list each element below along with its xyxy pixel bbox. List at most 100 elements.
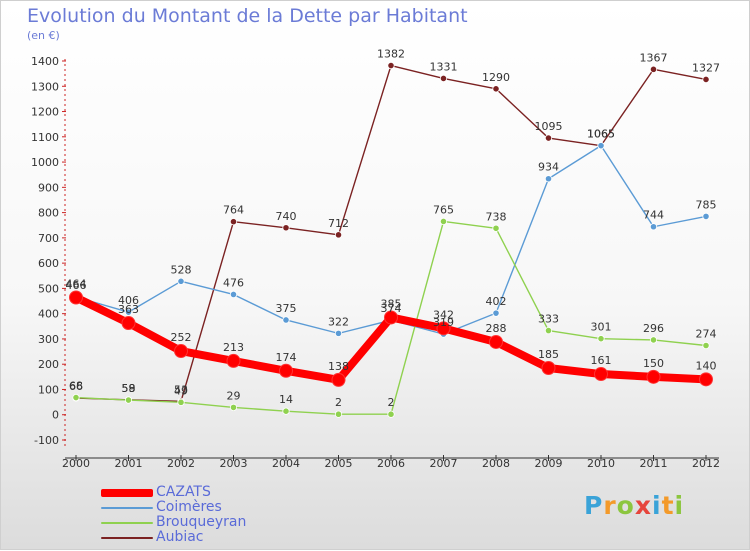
- data-label: 375: [276, 302, 297, 315]
- legend-swatch: [101, 506, 153, 509]
- legend-label: CAZATS: [156, 484, 211, 500]
- data-point: [121, 316, 136, 331]
- data-point: [492, 224, 500, 232]
- data-point: [649, 65, 658, 73]
- data-point: [594, 367, 608, 382]
- data-label: 174: [276, 351, 297, 364]
- logo-letter: i: [674, 491, 685, 520]
- data-point: [124, 308, 133, 316]
- legend-item: Brouqueyran: [101, 515, 246, 530]
- data-label: 140: [696, 359, 717, 372]
- data-label: 138: [328, 360, 349, 373]
- data-point: [334, 231, 343, 239]
- x-tick-label: 2005: [325, 457, 353, 470]
- x-tick-label: 2010: [587, 457, 615, 470]
- y-tick-label: 300: [38, 333, 59, 346]
- data-label: 1331: [430, 60, 458, 73]
- data-label: 363: [118, 303, 139, 316]
- y-tick-label: 1000: [31, 156, 59, 169]
- data-label: 49: [174, 384, 188, 397]
- logo-letter: o: [616, 491, 635, 520]
- chart-subtitle: (en €): [27, 29, 60, 42]
- y-tick-label: 500: [38, 282, 59, 295]
- data-label: 59: [122, 382, 136, 395]
- data-label: 252: [171, 331, 192, 344]
- data-point: [279, 363, 293, 378]
- logo-letter: x: [634, 491, 652, 520]
- x-tick-label: 2004: [272, 457, 300, 470]
- data-label: 1367: [640, 51, 668, 64]
- data-point: [646, 369, 661, 384]
- data-label: 319: [433, 316, 454, 329]
- data-label: 58: [122, 382, 136, 395]
- legend-label: Aubiac: [156, 529, 204, 545]
- data-label: 2: [388, 396, 395, 409]
- data-point: [702, 75, 710, 84]
- data-label: 1095: [535, 120, 563, 133]
- data-label: 464: [66, 277, 87, 290]
- data-point: [544, 134, 553, 142]
- data-label: 301: [591, 321, 612, 334]
- legend-swatch: [101, 521, 153, 524]
- data-label: 402: [486, 295, 507, 308]
- data-point: [489, 334, 503, 349]
- y-tick-label: 0: [52, 409, 59, 422]
- series-layer: [69, 61, 713, 418]
- data-label: 2: [335, 396, 342, 409]
- data-point: [229, 403, 238, 412]
- data-point: [492, 85, 500, 93]
- data-label: 764: [223, 204, 244, 217]
- data-label: 333: [538, 313, 559, 326]
- chart-legend: CAZATS Coimères Brouqueyran Aubiac: [101, 485, 246, 545]
- legend-item: CAZATS: [101, 485, 246, 500]
- x-tick-label: 2011: [640, 457, 668, 470]
- data-point: [334, 329, 343, 337]
- data-point: [331, 372, 346, 387]
- legend-item: Coimères: [101, 500, 246, 515]
- data-label: 161: [591, 354, 612, 367]
- data-label: 374: [381, 302, 402, 315]
- data-label: 934: [538, 161, 559, 174]
- axis-layer: -100 0 100 200 300 400 500 600 700 800 900 1000 1100…: [31, 55, 720, 470]
- y-tick-label: 800: [38, 207, 59, 220]
- logo-letter: i: [652, 491, 662, 520]
- data-point: [544, 326, 553, 335]
- y-tick-label: 1100: [31, 131, 59, 144]
- y-tick-label: 100: [38, 383, 59, 396]
- data-point: [229, 218, 238, 226]
- y-tick-label: 600: [38, 257, 59, 270]
- data-label: 406: [118, 294, 139, 307]
- data-point: [226, 353, 241, 368]
- data-point: [436, 321, 451, 336]
- data-point: [282, 224, 290, 232]
- legend-item: Aubiac: [101, 530, 246, 545]
- data-label: 1065: [587, 128, 615, 141]
- data-label: 53: [174, 383, 188, 396]
- data-point: [177, 277, 185, 285]
- data-point: [439, 74, 448, 83]
- y-tick-label: 400: [38, 308, 59, 321]
- y-tick-label: 1300: [31, 80, 59, 93]
- data-label: 740: [276, 210, 297, 223]
- data-point: [124, 396, 133, 404]
- data-point: [702, 212, 710, 220]
- data-label: 288: [486, 322, 507, 335]
- data-point: [282, 407, 290, 415]
- data-point: [229, 290, 238, 299]
- data-label: 322: [328, 315, 349, 328]
- y-tick-label: -100: [34, 434, 59, 447]
- data-label: 1382: [377, 48, 405, 61]
- data-label: 29: [227, 389, 241, 402]
- data-label: 738: [486, 210, 507, 223]
- data-label: 342: [433, 308, 454, 321]
- data-label: 1327: [692, 61, 720, 74]
- data-label: 466: [66, 279, 87, 292]
- data-point: [649, 336, 658, 344]
- data-label: 528: [171, 263, 192, 276]
- data-label: 68: [69, 380, 83, 393]
- legend-swatch: [101, 488, 153, 497]
- legend-label: Coimères: [156, 499, 222, 515]
- label-layer: 464 363 252 213 174 138 385 342 288 185 161 150 140 4…: [66, 48, 721, 410]
- data-point: [544, 175, 553, 183]
- data-point: [69, 290, 83, 305]
